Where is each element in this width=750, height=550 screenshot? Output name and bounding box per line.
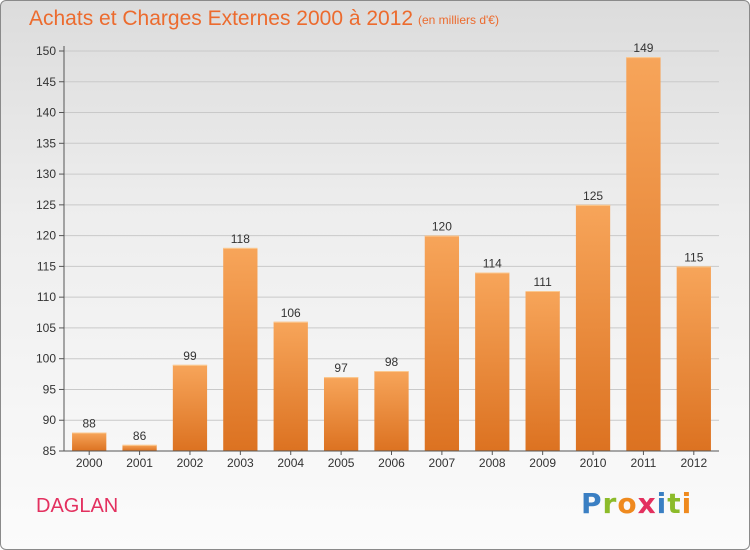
data-label: 125 bbox=[583, 189, 603, 203]
x-tick-label: 2005 bbox=[328, 456, 355, 470]
logo-letter: x bbox=[637, 487, 657, 520]
data-label: 106 bbox=[281, 306, 301, 320]
y-tick-label: 85 bbox=[43, 444, 57, 458]
x-tick-label: 2003 bbox=[227, 456, 254, 470]
data-label: 118 bbox=[231, 232, 250, 246]
x-tick-label: 2000 bbox=[76, 456, 103, 470]
bars bbox=[72, 57, 711, 452]
bar bbox=[626, 57, 661, 452]
bar bbox=[374, 371, 409, 451]
logo-letter: i bbox=[681, 487, 693, 520]
commune-name: DAGLAN bbox=[36, 495, 119, 517]
y-tick-label: 135 bbox=[36, 136, 56, 150]
data-label: 99 bbox=[183, 349, 197, 363]
y-tick-label: 120 bbox=[36, 229, 56, 243]
bar bbox=[676, 266, 711, 451]
y-tick-label: 145 bbox=[36, 75, 56, 89]
bar bbox=[72, 432, 107, 451]
data-label: 115 bbox=[684, 250, 703, 264]
bar bbox=[172, 364, 208, 451]
x-tick-label: 2002 bbox=[177, 456, 204, 470]
bar bbox=[475, 272, 510, 451]
x-tick-label: 2001 bbox=[126, 456, 153, 470]
data-label: 88 bbox=[83, 417, 97, 431]
y-tick-label: 110 bbox=[37, 290, 56, 304]
logo-letter: P bbox=[581, 487, 603, 520]
bar bbox=[424, 235, 460, 451]
x-tick-label: 2004 bbox=[277, 456, 304, 470]
bar bbox=[575, 204, 611, 451]
y-tick-label: 95 bbox=[43, 382, 57, 396]
y-tick-label: 90 bbox=[43, 413, 57, 427]
y-tick-label: 115 bbox=[37, 259, 56, 273]
y-tick-label: 100 bbox=[36, 352, 56, 366]
logo-letter: o bbox=[617, 487, 638, 520]
y-tick-label: 140 bbox=[36, 106, 56, 120]
data-labels: 88 86 99 118 106 97 98 120 114 111 125 149 115 bbox=[83, 41, 704, 443]
bar bbox=[122, 444, 157, 451]
bar bbox=[223, 247, 258, 451]
y-tick-label: 125 bbox=[36, 198, 56, 212]
chart-subtitle: (en milliers d'€) bbox=[418, 13, 499, 27]
x-tick-label: 2009 bbox=[529, 456, 556, 470]
bar bbox=[525, 291, 560, 451]
x-tick-label: 2012 bbox=[680, 456, 707, 470]
y-tick-label: 150 bbox=[36, 44, 56, 58]
y-tick-label: 105 bbox=[36, 321, 56, 335]
data-label: 111 bbox=[534, 275, 553, 289]
data-label: 120 bbox=[432, 220, 452, 234]
bar bbox=[323, 377, 359, 451]
bar bbox=[273, 321, 308, 451]
y-tick-label: 130 bbox=[36, 167, 56, 181]
logo-letter: t bbox=[667, 487, 682, 520]
data-label: 86 bbox=[133, 429, 147, 443]
proxiti-logo: Proxiti bbox=[581, 487, 692, 520]
data-label: 114 bbox=[483, 257, 502, 271]
logo-letter: i bbox=[656, 487, 668, 520]
x-tick-label: 2008 bbox=[479, 456, 506, 470]
x-tick-label: 2011 bbox=[631, 456, 657, 470]
logo-letter: r bbox=[602, 487, 618, 520]
chart-title: Achats et Charges Externes 2000 à 2012 bbox=[29, 7, 414, 30]
data-label: 97 bbox=[334, 361, 348, 375]
data-label: 149 bbox=[633, 41, 653, 55]
data-label: 98 bbox=[385, 355, 399, 369]
x-tick-label: 2010 bbox=[580, 456, 607, 470]
x-tick-label: 2007 bbox=[429, 456, 456, 470]
x-tick-label: 2006 bbox=[378, 456, 405, 470]
axes: 85 90 95 100 105 110 115 120 125 130 135 140 145 150 2… bbox=[36, 44, 719, 470]
